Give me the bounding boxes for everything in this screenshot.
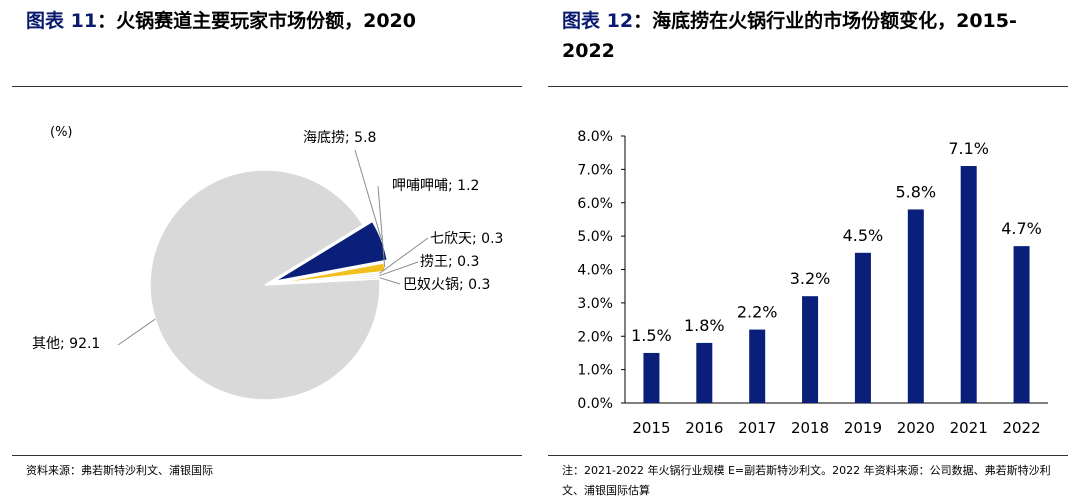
right-title-sep: ： <box>633 10 653 32</box>
bar-2016 <box>696 342 713 403</box>
bar-y-tick-label: 3.0% <box>577 296 613 312</box>
bar-x-label-2015: 2015 <box>632 419 670 437</box>
bar-2021 <box>960 166 977 403</box>
bar-2017 <box>749 329 766 403</box>
left-title-number: 11 <box>70 10 98 32</box>
right-title-number: 12 <box>606 10 634 32</box>
bar-axis: 0.0% 1.0% 2.0% 3.0% 4.0% 5.0% 6.0% 7.0% 8.0% <box>577 129 1048 412</box>
bar-value-label-2020: 5.8% <box>895 182 936 201</box>
right-bottom-divider <box>548 455 1068 456</box>
bar-y-tick-label: 1.0% <box>577 363 613 379</box>
bar-value-label-2019: 4.5% <box>843 226 884 245</box>
pie-leader-lines <box>117 149 429 346</box>
bar-2019 <box>854 252 871 403</box>
bar-x-label-2016: 2016 <box>685 419 723 437</box>
pie-label-4: 巴奴火锅; 0.3 <box>403 276 490 293</box>
pie-leader-4 <box>379 277 401 285</box>
bar-y-tick-label: 4.0% <box>577 263 613 279</box>
left-title-prefix: 图表 <box>26 10 65 32</box>
bar-x-label-2022: 2022 <box>1002 419 1040 437</box>
bar-x-label-2018: 2018 <box>791 419 829 437</box>
left-figure-title: 图表 11：火锅赛道主要玩家市场份额，2020 <box>26 6 526 36</box>
bar-bars <box>643 166 1030 403</box>
bar-x-label-2021: 2021 <box>950 419 988 437</box>
bar-x-label-2017: 2017 <box>738 419 776 437</box>
pie-slice-5 <box>149 169 381 401</box>
bar-value-label-2021: 7.1% <box>948 139 989 158</box>
bar-y-tick-label: 2.0% <box>577 329 613 345</box>
bar-x-label-2020: 2020 <box>897 419 935 437</box>
bar-y-tick-label: 8.0% <box>577 129 613 145</box>
bar-y-tick-label: 0.0% <box>577 396 613 412</box>
left-title-sep: ： <box>97 10 117 32</box>
pie-leader-2 <box>379 237 429 274</box>
pie-label-3: 捞王; 0.3 <box>420 254 479 270</box>
right-title-prefix: 图表 <box>562 10 601 32</box>
right-title-text: 海底捞在火锅行业的市场份额变化，2015-2022 <box>562 10 1017 62</box>
bar-2018 <box>802 296 819 403</box>
pie-label-2: 七欣天; 0.3 <box>430 231 503 247</box>
left-top-divider <box>12 86 522 87</box>
bar-y-tick-label: 5.0% <box>577 229 613 245</box>
left-bottom-divider <box>12 455 522 456</box>
left-source-note: 资料来源：弗若斯特沙利文、浦银国际 <box>26 464 213 477</box>
left-title-text: 火锅赛道主要玩家市场份额，2020 <box>116 10 416 32</box>
bar-2022 <box>1013 246 1030 403</box>
pie-leader-5 <box>117 318 156 346</box>
bar-y-tick-label: 7.0% <box>577 162 613 178</box>
pie-label-5: 其他; 92.1 <box>32 336 100 352</box>
bar-value-label-2022: 4.7% <box>1001 219 1042 238</box>
pie-unit-label: (%) <box>50 125 73 140</box>
pie-label-1: 呷哺呷哺; 1.2 <box>392 178 479 194</box>
bar-2015 <box>643 352 660 403</box>
pie-labels: 海底捞; 5.8 呷哺呷哺; 1.2 七欣天; 0.3 捞王; 0.3 巴奴火锅; 0.… <box>32 130 503 352</box>
bar-y-tick-label: 6.0% <box>577 196 613 212</box>
right-source-note: 注：2021-2022 年火锅行业规模 E=副若斯特沙利文。2022 年资料来源… <box>562 464 1051 497</box>
bar-chart: 0.0% 1.0% 2.0% 3.0% 4.0% 5.0% 6.0% 7.0% 8.0% 1.5… <box>577 129 1048 437</box>
pie-slice-0 <box>273 220 389 283</box>
pie-slices <box>149 169 389 401</box>
bar-value-labels: 1.5% 1.8% 2.2% 3.2% 4.5% 5.8% 7.1% 4.7% <box>631 139 1042 345</box>
pie-label-0: 海底捞; 5.8 <box>303 130 376 146</box>
pie-chart: (%) 海底捞; 5.8 呷哺呷哺; 1.2 七欣天; 0.3 捞王; 0.3 巴奴火锅… <box>32 125 503 401</box>
pie-leader-1 <box>377 185 386 268</box>
right-top-divider <box>548 86 1068 87</box>
bar-x-labels: 2015 2016 2017 2018 2019 2020 2021 2022 <box>632 419 1040 437</box>
right-figure-title: 图表 12：海底捞在火锅行业的市场份额变化，2015-2022 <box>562 6 1067 66</box>
bar-value-label-2016: 1.8% <box>684 316 725 335</box>
bar-2020 <box>907 209 924 403</box>
bar-x-label-2019: 2019 <box>844 419 882 437</box>
bar-value-label-2015: 1.5% <box>631 326 672 345</box>
bar-value-label-2018: 3.2% <box>790 269 831 288</box>
pie-leader-3 <box>379 261 419 277</box>
pie-leader-0 <box>354 149 383 241</box>
bar-value-label-2017: 2.2% <box>737 303 778 322</box>
